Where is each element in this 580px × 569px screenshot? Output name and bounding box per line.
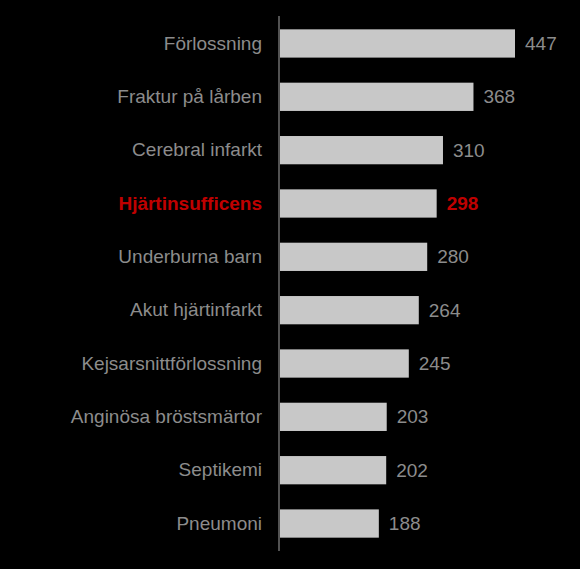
tick: Kejsarsnittförlossning (81, 353, 279, 374)
chart: Förlossning Fraktur på lårben Cerebral inf… (0, 0, 580, 569)
data-label: 264 (429, 300, 461, 321)
data-label: 280 (437, 246, 469, 267)
tick: Fraktur på lårben (117, 86, 279, 107)
bar (280, 83, 473, 111)
tick: Pneumoni (176, 513, 279, 534)
category-label: Fraktur på lårben (117, 86, 262, 107)
tick: Akut hjärtinfarkt (130, 299, 279, 320)
y-axis: Förlossning Fraktur på lårben Cerebral inf… (71, 16, 279, 551)
tick: Anginösa bröstsmärtor (71, 406, 279, 427)
bars (280, 29, 515, 537)
data-label: 202 (396, 460, 428, 481)
data-label: 447 (525, 33, 557, 54)
tick: Hjärtinsufficens (118, 193, 279, 214)
category-label: Kejsarsnittförlossning (81, 353, 262, 374)
bar (280, 29, 515, 57)
axis-line (278, 16, 279, 551)
category-label: Pneumoni (176, 513, 262, 534)
data-label: 245 (419, 353, 451, 374)
data-label: 310 (453, 140, 485, 161)
data-label: 188 (389, 513, 421, 534)
bar (280, 349, 409, 377)
category-label: Akut hjärtinfarkt (130, 299, 263, 320)
bar (280, 296, 419, 324)
bar (280, 403, 387, 431)
category-label: Cerebral infarkt (132, 139, 263, 160)
category-label: Förlossning (164, 33, 262, 54)
data-label: 298 (447, 193, 479, 214)
bar (280, 456, 386, 484)
tick: Förlossning (164, 33, 279, 54)
bar (280, 243, 427, 271)
tick: Underburna barn (118, 246, 279, 267)
bar (280, 189, 437, 217)
category-label: Septikemi (179, 459, 262, 480)
bar (280, 136, 443, 164)
category-label: Hjärtinsufficens (118, 193, 262, 214)
category-label: Underburna barn (118, 246, 262, 267)
tick: Cerebral infarkt (132, 139, 279, 160)
data-labels: 447 368 310 298 280 264 245 203 202 188 (389, 33, 557, 534)
data-label: 203 (397, 406, 429, 427)
bar (280, 509, 379, 537)
category-label: Anginösa bröstsmärtor (71, 406, 263, 427)
tick: Septikemi (179, 459, 279, 480)
data-label: 368 (483, 86, 515, 107)
